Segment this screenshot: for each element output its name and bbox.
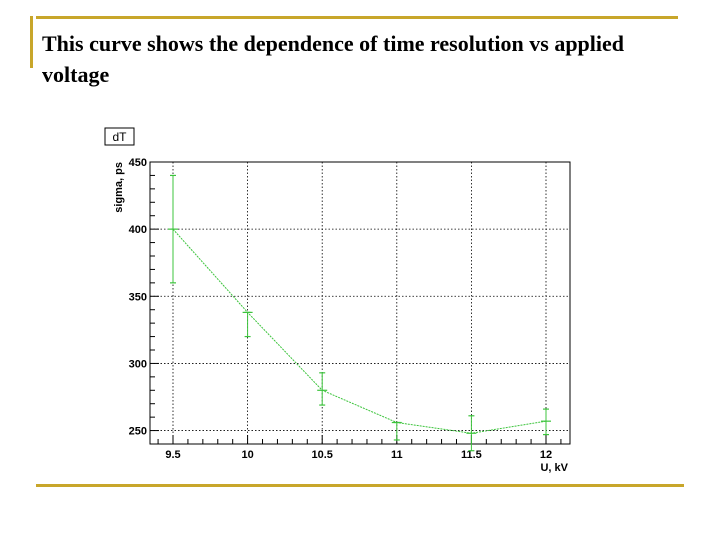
stat-box xyxy=(104,127,135,146)
slide-title: This curve shows the dependence of time … xyxy=(42,31,625,87)
bottom-rule xyxy=(36,484,684,487)
y-tick-label: 400 xyxy=(129,224,147,236)
x-tick-label: 9.5 xyxy=(165,449,180,461)
y-tick-label: 450 xyxy=(129,157,147,169)
x-tick-label: 12 xyxy=(540,449,552,461)
y-tick-label: 300 xyxy=(129,358,147,370)
x-tick-label: 10 xyxy=(241,449,253,461)
x-axis-title: U, kV xyxy=(540,462,568,474)
top-rule xyxy=(36,16,678,19)
stat-label: dT xyxy=(112,130,127,144)
grid xyxy=(150,161,570,444)
series xyxy=(168,174,551,452)
y-tick-label: 250 xyxy=(129,426,147,438)
x-tick-label: 11.5 xyxy=(461,449,482,461)
left-rule xyxy=(30,16,33,68)
x-tick-label: 11 xyxy=(391,449,403,461)
plot-frame xyxy=(149,161,571,445)
chart: dT 9.5 10 10.5 11 11.5 12 250 300 350 400 450 U, k… xyxy=(104,127,571,474)
x-tick-label: 10.5 xyxy=(311,449,332,461)
series-line xyxy=(172,228,547,434)
y-axis-title: sigma, ps xyxy=(113,162,125,213)
y-tick-label: 350 xyxy=(129,291,147,303)
tick-labels: 9.5 10 10.5 11 11.5 12 250 300 350 400 450 xyxy=(129,157,552,461)
